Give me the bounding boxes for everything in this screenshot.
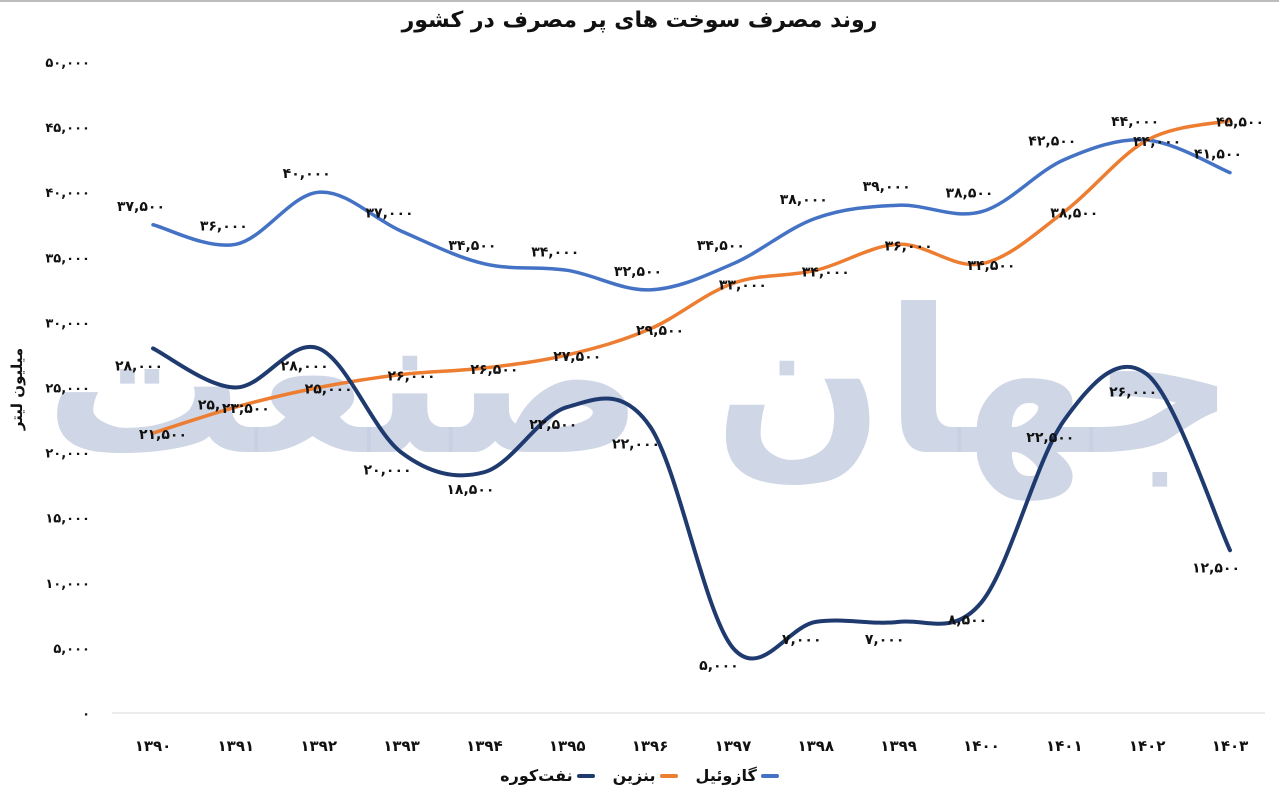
legend-item-diesel[interactable]: گازوئیل (696, 766, 779, 785)
data-label: ۳۷,۰۰۰ (366, 205, 414, 221)
data-label: ۲۸,۰۰۰ (281, 358, 329, 374)
x-tick-label: ۱۳۹۶ (632, 737, 669, 755)
data-label: ۲۶,۵۰۰ (470, 362, 518, 378)
data-label: ۴۰,۰۰۰ (283, 166, 331, 182)
x-tick-label: ۱۴۰۲ (1129, 737, 1166, 755)
chart-title: روند مصرف سوخت های پر مصرف در کشور (401, 8, 878, 33)
data-label: ۳۴,۰۰۰ (802, 264, 850, 280)
x-tick-label: ۱۴۰۰ (963, 737, 1000, 755)
data-label: ۲۲,۵۰۰ (1026, 430, 1074, 446)
legend-label-diesel: گازوئیل (695, 766, 757, 785)
y-tick-label: ۳۰,۰۰۰ (45, 316, 90, 331)
series-line-gasoline (151, 118, 1232, 435)
series-line-fuel-oil (151, 344, 1232, 661)
data-label: ۳۷,۵۰۰ (117, 199, 165, 215)
x-tick-label: ۱۳۹۳ (383, 737, 420, 755)
y-tick-label: ۰ (82, 707, 90, 722)
data-label: ۴۵,۵۰۰ (1216, 115, 1264, 131)
data-label: ۲۳,۵۰۰ (222, 401, 270, 417)
watermark: جهان صنعت (44, 267, 1235, 501)
x-tick-label: ۱۳۹۵ (549, 737, 586, 755)
x-tick-label: ۱۴۰۱ (1046, 737, 1083, 755)
x-tick-label: ۱۳۹۷ (715, 737, 752, 755)
x-tick-label: ۱۳۹۲ (300, 737, 337, 755)
data-label: ۲۱,۵۰۰ (139, 427, 187, 443)
y-tick-label: ۴۵,۰۰۰ (45, 121, 90, 136)
legend-swatch-gasoline (659, 773, 678, 778)
data-label: ۱۸,۵۰۰ (446, 482, 494, 498)
data-label: ۷,۰۰۰ (865, 632, 905, 648)
x-tick-label: ۱۳۹۴ (466, 737, 503, 755)
data-label: ۳۴,۵۰۰ (448, 238, 496, 254)
data-label: ۴۱,۵۰۰ (1194, 147, 1242, 163)
y-tick-label: ۴۰,۰۰۰ (45, 186, 90, 201)
data-label: ۲۵,۰۰۰ (305, 382, 353, 398)
y-tick-label: ۱۵,۰۰۰ (45, 512, 90, 527)
data-label: ۴۴,۰۰۰ (1111, 114, 1159, 130)
data-label: ۲۲,۰۰۰ (612, 437, 660, 453)
top-border (0, 0, 1279, 2)
data-label: ۳۴,۵۰۰ (697, 238, 745, 254)
series-lines (151, 118, 1232, 661)
y-tick-label: ۱۰,۰۰۰ (45, 577, 90, 592)
data-label: ۳۶,۰۰۰ (200, 218, 248, 234)
data-label: ۳۴,۵۰۰ (967, 258, 1015, 274)
legend: گازوئیل بنزین نفت‌کوره (0, 766, 1279, 785)
x-axis: ۱۳۹۰ ۱۳۹۱ ۱۳۹۲ ۱۳۹۳ ۱۳۹۴ ۱۳۹۵ ۱۳۹۶ ۱۳۹۷ ۱۳۹۸ ۱۳۹۹… (135, 737, 1249, 755)
x-tick-label: ۱۳۹۰ (135, 737, 172, 755)
data-label: ۴۲,۵۰۰ (1028, 134, 1076, 150)
data-label: ۳۸,۵۰۰ (945, 186, 993, 202)
y-tick-label: ۲۵,۰۰۰ (45, 382, 90, 397)
data-label: ۸,۵۰۰ (948, 612, 988, 628)
watermark-text: جهان صنعت (44, 267, 1235, 501)
data-label: ۲۹,۵۰۰ (636, 323, 684, 339)
data-label: ۳۳,۰۰۰ (719, 277, 767, 293)
y-tick-label: ۲۰,۰۰۰ (45, 447, 90, 462)
x-tick-label: ۱۴۰۳ (1212, 737, 1249, 755)
data-label: ۳۶,۰۰۰ (885, 238, 933, 254)
data-label: ۳۴,۰۰۰ (531, 244, 579, 260)
legend-item-gasoline[interactable]: بنزین (613, 766, 678, 785)
legend-swatch-diesel (760, 773, 779, 778)
x-tick-label: ۱۳۹۹ (880, 737, 917, 755)
data-label: ۱۲,۵۰۰ (1192, 560, 1240, 576)
y-tick-label: ۳۵,۰۰۰ (45, 251, 90, 266)
series-line-diesel (151, 138, 1232, 292)
data-label: ۲۵,۰۰۰ (198, 398, 246, 414)
data-label: ۷,۰۰۰ (782, 632, 822, 648)
legend-label-gasoline: بنزین (612, 766, 656, 785)
x-tick-label: ۱۳۹۱ (218, 737, 255, 755)
data-label: ۲۷,۵۰۰ (553, 349, 601, 365)
legend-label-fuel-oil: نفت‌کوره (500, 766, 573, 785)
data-label: ۳۹,۰۰۰ (863, 179, 911, 195)
data-label: ۴۴,۰۰۰ (1133, 134, 1181, 150)
data-label: ۳۸,۰۰۰ (780, 192, 828, 208)
data-label: ۳۸,۵۰۰ (1050, 206, 1098, 222)
data-labels: ۳۷,۵۰۰ ۳۶,۰۰۰ ۴۰,۰۰۰ ۳۷,۰۰۰ ۳۴,۵۰۰ ۳۴,۰۰۰ ۳۲,۵… (115, 114, 1264, 674)
y-axis: ۰ ۵,۰۰۰ ۱۰,۰۰۰ ۱۵,۰۰۰ ۲۰,۰۰۰ ۲۵,۰۰۰ ۳۰,۰۰۰ ۳۵,۰… (45, 56, 90, 722)
data-label: ۲۰,۰۰۰ (364, 463, 412, 479)
data-label: ۲۶,۰۰۰ (1109, 384, 1157, 400)
legend-item-fuel-oil[interactable]: نفت‌کوره (500, 766, 595, 785)
data-label: ۲۳,۵۰۰ (529, 417, 577, 433)
data-label: ۳۲,۵۰۰ (614, 264, 662, 280)
legend-swatch-fuel-oil (576, 773, 595, 778)
y-tick-label: ۵۰,۰۰۰ (45, 56, 90, 71)
data-label: ۵,۰۰۰ (699, 658, 739, 674)
data-label: ۲۸,۰۰۰ (115, 358, 163, 374)
data-label: ۲۶,۰۰۰ (388, 368, 436, 384)
x-tick-label: ۱۳۹۸ (797, 737, 834, 755)
y-tick-label: ۵,۰۰۰ (53, 642, 90, 657)
